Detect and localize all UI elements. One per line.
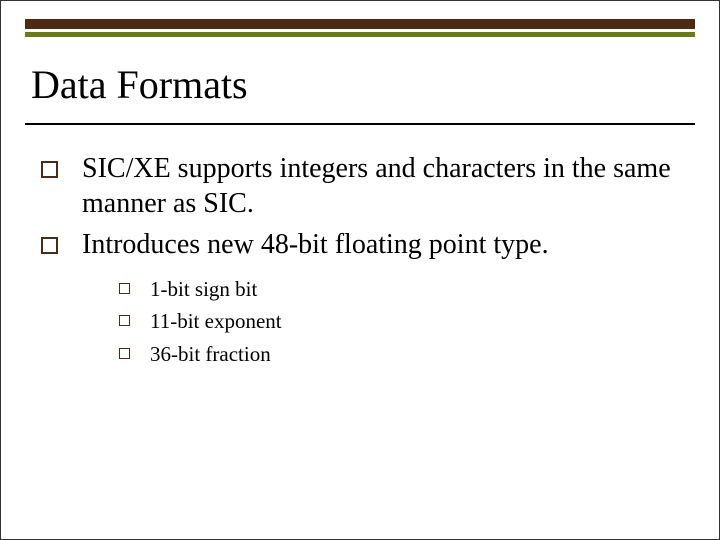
bullet-text: Introduces new 48-bit floating point typ… [82, 227, 549, 262]
header-bars [25, 19, 695, 37]
slide: Data Formats SIC/XE supports integers an… [0, 0, 720, 540]
square-bullet-icon [41, 161, 58, 178]
list-item: SIC/XE supports integers and characters … [41, 151, 689, 221]
sub-list: 1-bit sign bit 11-bit exponent 36-bit fr… [119, 276, 689, 367]
square-bullet-icon [119, 283, 130, 294]
sub-bullet-text: 1-bit sign bit [150, 276, 257, 302]
list-item: 36-bit fraction [119, 341, 689, 367]
page-title: Data Formats [31, 61, 248, 108]
bullet-text: SIC/XE supports integers and characters … [82, 151, 689, 221]
list-item: 1-bit sign bit [119, 276, 689, 302]
list-item: 11-bit exponent [119, 308, 689, 334]
bar-olive [25, 32, 695, 37]
sub-bullet-text: 11-bit exponent [150, 308, 282, 334]
sub-bullet-text: 36-bit fraction [150, 341, 271, 367]
title-underline [25, 123, 695, 125]
bar-brown [25, 19, 695, 29]
square-bullet-icon [41, 237, 58, 254]
square-bullet-icon [119, 348, 130, 359]
list-item: Introduces new 48-bit floating point typ… [41, 227, 689, 262]
square-bullet-icon [119, 315, 130, 326]
content-area: SIC/XE supports integers and characters … [41, 151, 689, 373]
